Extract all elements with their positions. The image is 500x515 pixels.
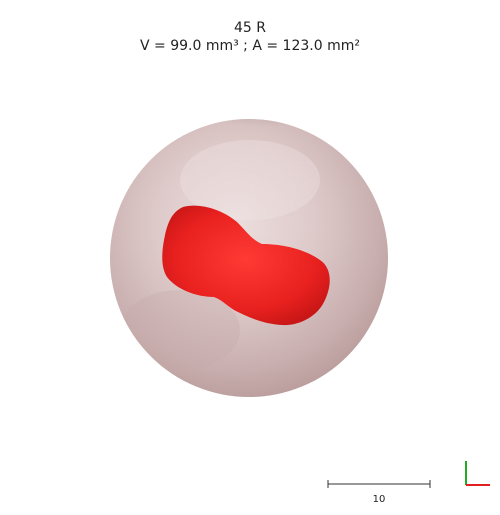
sample-label: 45 R	[234, 20, 266, 36]
scale-bar-label: 10	[372, 494, 386, 505]
lesion-region	[162, 205, 330, 326]
orientation-axes-icon	[465, 461, 490, 486]
scale-bar	[327, 480, 431, 488]
volume-area-readout: V = 99.0 mm³ ; A = 123.0 mm²	[140, 38, 360, 54]
